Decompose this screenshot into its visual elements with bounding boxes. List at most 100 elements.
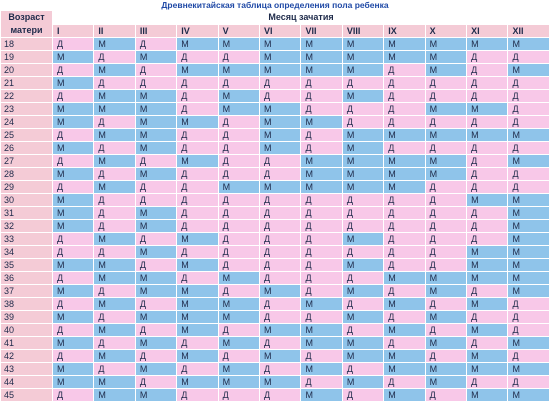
girl-cell: Д — [507, 89, 550, 103]
girl-cell: Д — [217, 219, 261, 233]
table-row: 36 Д М М Д М Д Д Д М М М М — [0, 271, 550, 285]
girl-cell: Д — [300, 193, 343, 207]
girl-cell: Д — [259, 245, 302, 259]
girl-cell: Д — [466, 180, 509, 194]
girl-cell: Д — [217, 284, 261, 298]
boy-cell: М — [51, 219, 95, 233]
girl-cell: Д — [134, 349, 178, 363]
girl-cell: Д — [383, 245, 426, 259]
boy-cell: М — [176, 284, 219, 298]
girl-cell: Д — [424, 297, 468, 311]
age-cell: 20 — [0, 63, 53, 77]
girl-cell: Д — [341, 388, 385, 402]
boy-cell: М — [383, 349, 426, 363]
boy-cell: М — [507, 362, 550, 376]
girl-cell: Д — [300, 89, 343, 103]
girl-cell: Д — [51, 232, 95, 246]
age-cell: 45 — [0, 388, 53, 402]
boy-cell: М — [51, 258, 95, 272]
girl-cell: Д — [259, 167, 302, 181]
boy-cell: М — [259, 349, 302, 363]
table-row: 32 М Д М Д Д Д Д Д Д Д Д М — [0, 219, 550, 233]
girl-cell: Д — [176, 245, 219, 259]
boy-cell: М — [134, 102, 178, 116]
girl-cell: Д — [507, 297, 550, 311]
boy-cell: М — [424, 154, 468, 168]
girl-cell: Д — [51, 180, 95, 194]
age-cell: 25 — [0, 128, 53, 142]
girl-cell: Д — [341, 115, 385, 129]
table-row: 33 Д М Д М Д Д Д М Д Д Д М — [0, 232, 550, 246]
age-cell: 27 — [0, 154, 53, 168]
boy-cell: М — [93, 37, 136, 51]
girl-cell: Д — [217, 167, 261, 181]
boy-cell: М — [466, 128, 509, 142]
boy-cell: М — [134, 89, 178, 103]
boy-cell: М — [383, 271, 426, 285]
girl-cell: Д — [51, 63, 95, 77]
boy-cell: М — [341, 336, 385, 350]
page-title: Древнекитайская таблица определения пола… — [161, 0, 389, 10]
girl-cell: Д — [424, 115, 468, 129]
girl-cell: Д — [466, 375, 509, 389]
boy-cell: М — [424, 50, 468, 64]
girl-cell: Д — [300, 76, 343, 90]
girl-cell: Д — [300, 206, 343, 220]
boy-cell: М — [51, 115, 95, 129]
girl-cell: Д — [507, 167, 550, 181]
girl-cell: Д — [383, 310, 426, 324]
girl-cell: Д — [93, 167, 136, 181]
girl-cell: Д — [217, 76, 261, 90]
girl-cell: Д — [466, 154, 509, 168]
table-row: 34 Д Д М Д Д Д Д Д Д Д М М — [0, 245, 550, 259]
boy-cell: М — [507, 206, 550, 220]
girl-cell: Д — [134, 180, 178, 194]
girl-cell: Д — [217, 349, 261, 363]
girl-cell: Д — [466, 167, 509, 181]
boy-cell: М — [217, 310, 261, 324]
month-header-row: I II III IV V VI VII VIII IX X XI XII — [1, 23, 550, 38]
boy-cell: М — [383, 167, 426, 181]
girl-cell: Д — [300, 310, 343, 324]
boy-cell: М — [300, 115, 343, 129]
girl-cell: Д — [424, 89, 468, 103]
girl-cell: Д — [217, 154, 261, 168]
boy-cell: М — [507, 245, 550, 259]
girl-cell: Д — [217, 232, 261, 246]
girl-cell: Д — [217, 245, 261, 259]
month-header: XII — [507, 23, 550, 38]
boy-cell: М — [507, 336, 550, 350]
boy-cell: М — [51, 310, 95, 324]
age-cell: 39 — [0, 310, 53, 324]
boy-cell: М — [300, 180, 343, 194]
boy-cell: М — [424, 336, 468, 350]
boy-cell: М — [424, 284, 468, 298]
boy-cell: М — [259, 180, 302, 194]
table-row: 25 Д М М Д Д М Д М М М М М — [0, 128, 550, 142]
boy-cell: М — [93, 128, 136, 142]
boy-cell: М — [134, 284, 178, 298]
girl-cell: Д — [424, 180, 468, 194]
gender-prediction-table: Возраст матери Месяц зачатия I II III IV V VI… — [0, 10, 550, 402]
boy-cell: М — [507, 271, 550, 285]
boy-cell: М — [424, 63, 468, 77]
girl-cell: Д — [507, 50, 550, 64]
girl-cell: Д — [134, 297, 178, 311]
age-cell: 43 — [0, 362, 53, 376]
boy-cell: М — [134, 50, 178, 64]
age-cell: 21 — [0, 76, 53, 90]
girl-cell: Д — [466, 50, 509, 64]
girl-cell: Д — [93, 336, 136, 350]
girl-cell: Д — [259, 232, 302, 246]
girl-cell: Д — [466, 219, 509, 233]
table-row: 24 М Д М М Д М М Д Д Д Д Д — [0, 115, 550, 129]
boy-cell: М — [341, 349, 385, 363]
boy-cell: М — [134, 245, 178, 259]
girl-cell: Д — [176, 388, 219, 402]
boy-cell: М — [424, 375, 468, 389]
table-row: 30 М Д Д Д Д Д Д Д Д Д М М — [0, 193, 550, 207]
table-row: 39 М Д М М М Д Д М Д М Д Д — [0, 310, 550, 324]
boy-cell: М — [383, 154, 426, 168]
boy-cell: М — [507, 154, 550, 168]
girl-cell: Д — [134, 258, 178, 272]
